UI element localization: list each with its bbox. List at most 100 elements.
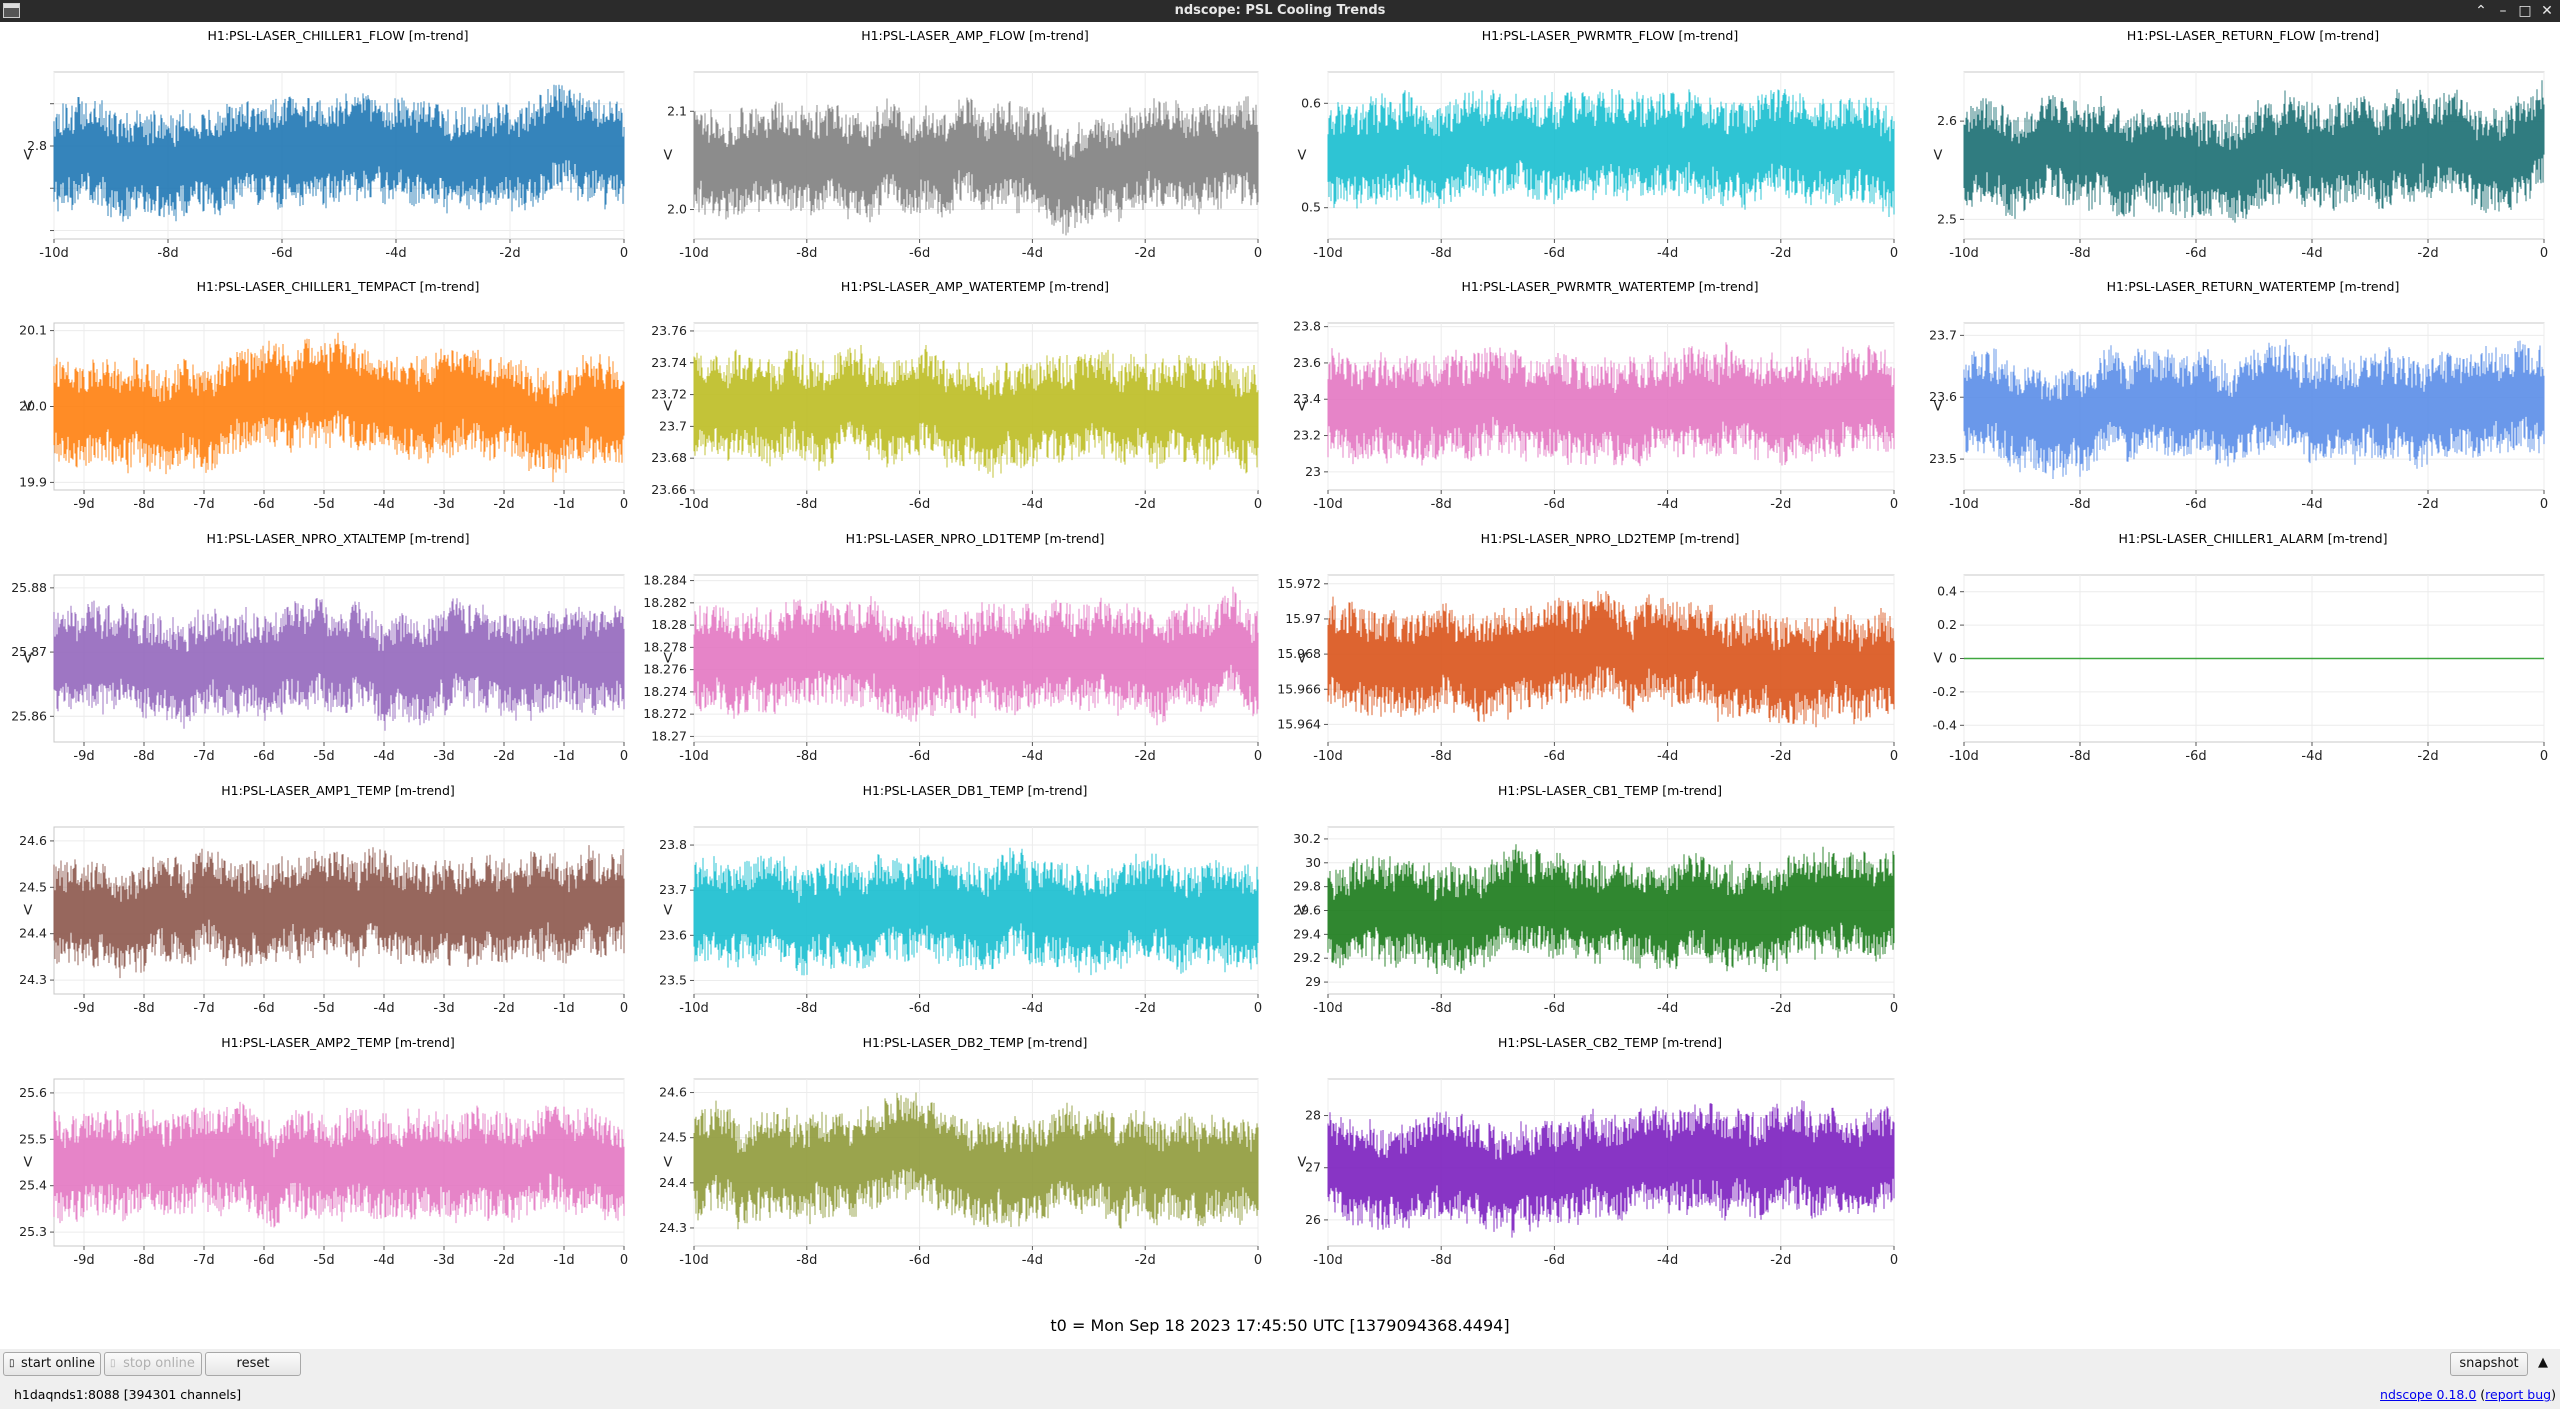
plot-panel[interactable]: -10d -8d -6d -4d -2d 0 0.6 0.5 V H1:PSL-LASER_PWR… <box>1274 22 1906 273</box>
x-tick-label: -9d <box>73 1001 94 1016</box>
plot-panel[interactable]: -10d -8d -6d -4d -2d 0 24.6 24.5 24.4 24.3 V H1:PSL… <box>640 1029 1270 1280</box>
plot-area[interactable]: -9d -8d -7d -6d -5d -4d -3d -2d -1d 0 24.6 24.5 24.4… <box>0 777 636 1028</box>
x-tick-label: -6d <box>253 749 274 764</box>
x-tick-label: -4d <box>373 497 394 512</box>
x-tick-label: -8d <box>796 1253 817 1268</box>
plot-panel[interactable]: -10d -8d -6d -4d -2d 0 23.76 23.74 23.72 23.7 23.6… <box>640 273 1270 524</box>
plot-area[interactable]: -10d -8d -6d -4d -2d 0 23.7 23.6 23.5 V <box>1910 273 2556 524</box>
plot-area[interactable]: -10d -8d -6d -4d -2d 0 2.6 2.5 V <box>1910 22 2556 273</box>
plot-title: H1:PSL-LASER_AMP2_TEMP [m-trend] <box>221 1035 455 1050</box>
plot-panel[interactable]: -10d -8d -6d -4d -2d 0 18.284 18.282 18.28 18.278… <box>640 525 1270 776</box>
x-tick-label: -3d <box>433 1001 454 1016</box>
series-trace <box>1327 89 1895 217</box>
y-axis-label: V <box>1934 400 1943 415</box>
y-tick-label: 23.5 <box>1929 451 1957 466</box>
start-online-button[interactable]: ▯ start online <box>3 1352 101 1376</box>
x-tick-label: -4d <box>2301 749 2322 764</box>
stop-online-button[interactable]: ▯ stop online <box>104 1352 202 1376</box>
y-axis-label: V <box>1298 904 1307 919</box>
collapse-button[interactable]: ⌃ <box>2475 3 2487 19</box>
plot-area[interactable]: -10d -8d -6d -4d -2d 0 0.6 0.5 V <box>1274 22 1906 273</box>
minimize-button[interactable]: – <box>2499 3 2507 19</box>
app-icon[interactable] <box>3 3 20 18</box>
x-tick-label: -9d <box>73 1253 94 1268</box>
x-tick-label: -4d <box>385 246 406 261</box>
plot-panel[interactable]: -9d -8d -7d -6d -5d -4d -3d -2d -1d 0 25.6 25.5 25.4… <box>0 1029 636 1280</box>
plot-title: H1:PSL-LASER_RETURN_FLOW [m-trend] <box>2126 28 2380 43</box>
plot-title: H1:PSL-LASER_CHILLER1_ALARM [m-trend] <box>2118 531 2388 546</box>
y-axis-label: V <box>664 400 673 415</box>
plot-area[interactable]: -9d -8d -7d -6d -5d -4d -3d -2d -1d 0 25.88 25.87 25… <box>0 525 636 776</box>
plot-panel[interactable]: -10d -8d -6d -4d -2d 0 23.8 23.6 23.4 23.2 23 V H1:P… <box>1274 273 1906 524</box>
plot-area[interactable]: -10d -8d -6d -4d -2d 0 24.6 24.5 24.4 24.3 V <box>640 1029 1270 1280</box>
plot-title: H1:PSL-LASER_CB2_TEMP [m-trend] <box>1498 1035 1722 1050</box>
x-tick-label: -4d <box>1022 749 1043 764</box>
x-tick-label: -2d <box>1770 497 1791 512</box>
x-tick-label: -4d <box>1657 1001 1678 1016</box>
plot-area[interactable]: -10d -8d -6d -4d -2d 0 23.8 23.6 23.4 23.2 23 V <box>1274 273 1906 524</box>
x-tick-label: -10d <box>1313 1001 1343 1016</box>
x-tick-label: -2d <box>499 246 520 261</box>
x-tick-label: -9d <box>73 497 94 512</box>
x-tick-label: 0 <box>620 497 628 512</box>
x-tick-label: -2d <box>2417 246 2438 261</box>
version-link[interactable]: ndscope 0.18.0 <box>2380 1387 2477 1402</box>
plot-panel[interactable]: -10d -8d -6d -4d -2d 0 28 27 26 V H1:PSL-LASER_CB2… <box>1274 1029 1906 1280</box>
x-tick-label: -2d <box>493 749 514 764</box>
plot-area[interactable]: -10d -8d -6d -4d -2d 0 0.4 0.2 0 -0.2 -0.4 V <box>1910 525 2556 776</box>
plot-area[interactable]: -10d -8d -6d -4d -2d 0 23.8 23.7 23.6 23.5 V <box>640 777 1270 1028</box>
y-tick-label: 23.7 <box>659 418 687 433</box>
x-tick-label: -10d <box>679 497 709 512</box>
y-tick-label: 18.28 <box>651 617 687 632</box>
plot-area[interactable]: -10d -8d -6d -4d -2d 0 2.1 2.0 V <box>640 22 1270 273</box>
y-tick-label: 18.284 <box>643 573 687 588</box>
plot-panel[interactable]: -10d -8d -6d -4d -2d 0 2.6 2.5 V H1:PSL-LASER_RET… <box>1910 22 2556 273</box>
plot-panel[interactable]: -9d -8d -7d -6d -5d -4d -3d -2d -1d 0 20.1 20.0 19.9… <box>0 273 636 524</box>
plot-panel[interactable]: -10d -8d -6d -4d -2d 0 23.8 23.7 23.6 23.5 V H1:PSL… <box>640 777 1270 1028</box>
x-tick-label: -10d <box>1313 1253 1343 1268</box>
y-tick-label: 0.2 <box>1937 617 1957 632</box>
x-tick-label: 0 <box>1254 246 1262 261</box>
menu-arrow-icon[interactable]: ▲ <box>2538 1355 2548 1370</box>
plot-panel[interactable]: -10d -8d -6d -4d -2d 0 30.2 30 29.8 29.6 29.4 29.2 2… <box>1274 777 1906 1028</box>
plot-area[interactable]: -10d -8d -6d -4d -2d 0 30.2 30 29.8 29.6 29.4 29.2 2… <box>1274 777 1906 1028</box>
plot-panel[interactable]: -10d -8d -6d -4d -2d 0 2.1 2.0 V H1:PSL-LASER_AMP… <box>640 22 1270 273</box>
x-tick-label: -6d <box>909 246 930 261</box>
close-button[interactable]: ✕ <box>2541 3 2553 19</box>
y-tick-label: 15.964 <box>1277 716 1321 731</box>
x-tick-label: -4d <box>1022 1001 1043 1016</box>
plot-title: H1:PSL-LASER_CB1_TEMP [m-trend] <box>1498 783 1722 798</box>
y-tick-label: 15.972 <box>1277 576 1321 591</box>
x-tick-label: 0 <box>2540 497 2548 512</box>
plot-area[interactable]: -9d -8d -7d -6d -5d -4d -3d -2d -1d 0 20.1 20.0 19.9… <box>0 273 636 524</box>
plot-area[interactable]: -10d -8d -6d -4d -2d 0 15.972 15.97 15.968 15.966… <box>1274 525 1906 776</box>
plot-area[interactable]: -10d -8d -6d -4d -2d 0 2.8V <box>0 22 636 273</box>
x-tick-label: -2d <box>493 497 514 512</box>
series-trace <box>53 598 625 731</box>
plot-area[interactable]: -10d -8d -6d -4d -2d 0 23.76 23.74 23.72 23.7 23.6… <box>640 273 1270 524</box>
plot-area[interactable]: -9d -8d -7d -6d -5d -4d -3d -2d -1d 0 25.6 25.5 25.4… <box>0 1029 636 1280</box>
snapshot-button[interactable]: snapshot <box>2450 1352 2528 1376</box>
y-tick-label: 25.87 <box>11 644 47 659</box>
plot-panel[interactable]: -10d -8d -6d -4d -2d 0 2.8 V H1:PSL-LASER_CHILLE… <box>0 22 636 273</box>
report-bug-link[interactable]: report bug <box>2485 1387 2552 1402</box>
x-tick-label: -10d <box>1313 497 1343 512</box>
reset-button[interactable]: reset <box>205 1352 301 1376</box>
series-trace <box>53 845 625 979</box>
x-tick-label: -6d <box>2185 246 2206 261</box>
plot-area[interactable]: -10d -8d -6d -4d -2d 0 28 27 26 V <box>1274 1029 1906 1280</box>
plot-panel[interactable]: -10d -8d -6d -4d -2d 0 0.4 0.2 0 -0.2 -0.4 V H1:PSL-… <box>1910 525 2556 776</box>
y-axis-label: V <box>664 652 673 667</box>
x-tick-label: -8d <box>1431 1001 1452 1016</box>
x-tick-label: 0 <box>1254 749 1262 764</box>
plot-panel[interactable]: -10d -8d -6d -4d -2d 0 23.7 23.6 23.5 V H1:PSL-LAS… <box>1910 273 2556 524</box>
plot-panel[interactable]: -9d -8d -7d -6d -5d -4d -3d -2d -1d 0 25.88 25.87 25… <box>0 525 636 776</box>
y-axis-label: V <box>1298 400 1307 415</box>
plot-area[interactable]: -10d -8d -6d -4d -2d 0 18.284 18.282 18.28 18.278… <box>640 525 1270 776</box>
y-tick-label: 20.0 <box>19 399 47 414</box>
plot-panel[interactable]: -9d -8d -7d -6d -5d -4d -3d -2d -1d 0 24.6 24.5 24.4… <box>0 777 636 1028</box>
maximize-button[interactable]: □ <box>2518 3 2532 19</box>
plot-panel[interactable]: -10d -8d -6d -4d -2d 0 15.972 15.97 15.968 15.966… <box>1274 525 1906 776</box>
status-bar: h1daqnds1:8088 [394301 channels] ndscope… <box>0 1379 2560 1409</box>
x-tick-label: -8d <box>133 1253 154 1268</box>
